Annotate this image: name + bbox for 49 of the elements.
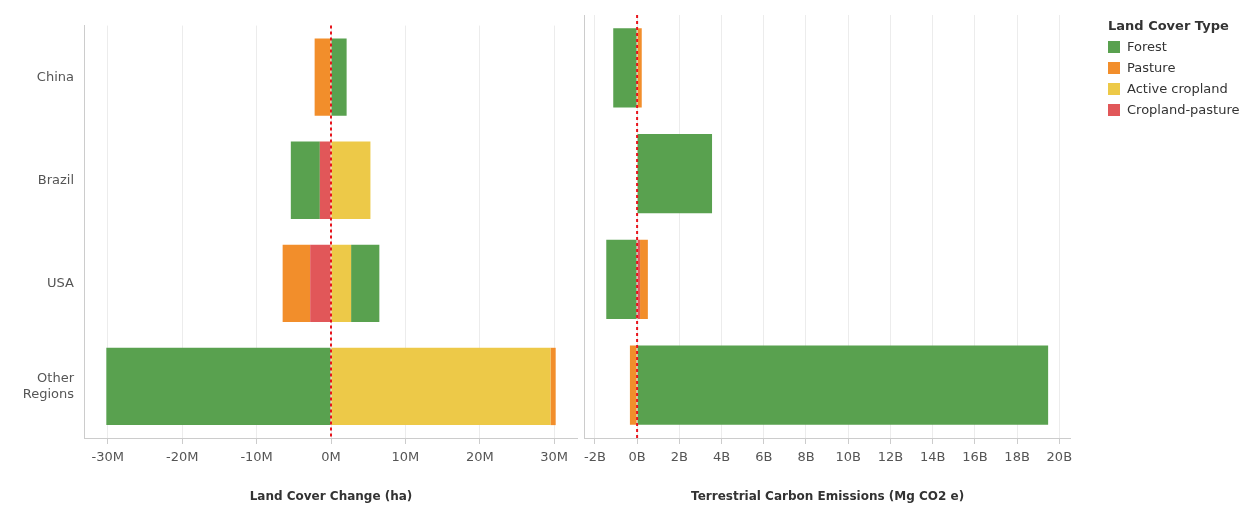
legend-label: Cropland-pasture	[1127, 102, 1240, 117]
x-tick-label: 20M	[465, 449, 494, 465]
x-tick-label: -2B	[583, 449, 606, 465]
bar	[106, 347, 331, 426]
legend-title: Land Cover Type	[1108, 18, 1230, 33]
y-tick-label: Other Regions	[22, 370, 75, 401]
bar	[637, 133, 713, 214]
bar	[637, 28, 642, 108]
y-tick-label: USA	[47, 274, 75, 290]
x-tick-label: 6B	[755, 449, 773, 465]
bar	[331, 141, 371, 219]
x-tick-label: 10B	[835, 449, 861, 465]
y-tick-label: Brazil	[37, 171, 74, 187]
legend-label: Forest	[1127, 39, 1167, 54]
bar	[606, 239, 637, 320]
x-tick-label: 0M	[321, 449, 341, 465]
bar	[319, 141, 331, 219]
x-tick-label: 20B	[1046, 449, 1073, 465]
x-tick-label: -20M	[165, 449, 199, 465]
bar	[331, 347, 551, 426]
bar	[314, 38, 331, 116]
x-tick-label: 30M	[540, 449, 569, 465]
x-tick-label: 8B	[797, 449, 815, 465]
x-tick-label: 12B	[877, 449, 904, 465]
x-tick-label: -30M	[91, 449, 125, 465]
bar	[351, 244, 380, 323]
bar	[629, 345, 637, 425]
bar	[290, 141, 320, 219]
bar	[550, 347, 556, 426]
bar	[331, 38, 347, 116]
x-tick-label: 18B	[1004, 449, 1030, 465]
bar	[613, 28, 637, 108]
x-tick-label: 0B	[628, 449, 646, 465]
x-axis-title: Land Cover Change (ha)	[249, 488, 413, 503]
legend-label: Active cropland	[1127, 81, 1228, 96]
x-tick-label: 2B	[670, 449, 688, 465]
bar	[310, 244, 331, 323]
x-tick-label: -10M	[240, 449, 273, 465]
x-axis-title: Terrestrial Carbon Emissions (Mg CO2 e)	[691, 488, 965, 503]
x-tick-label: 4B	[712, 449, 731, 465]
bar	[331, 244, 352, 323]
bar	[637, 345, 1049, 425]
legend-label: Pasture	[1127, 60, 1176, 75]
bar	[640, 239, 648, 320]
bar	[282, 244, 311, 323]
y-tick-label: China	[36, 68, 74, 84]
x-tick-label: 14B	[919, 449, 946, 465]
x-tick-label: 10M	[391, 449, 420, 465]
x-tick-label: 16B	[962, 449, 988, 465]
